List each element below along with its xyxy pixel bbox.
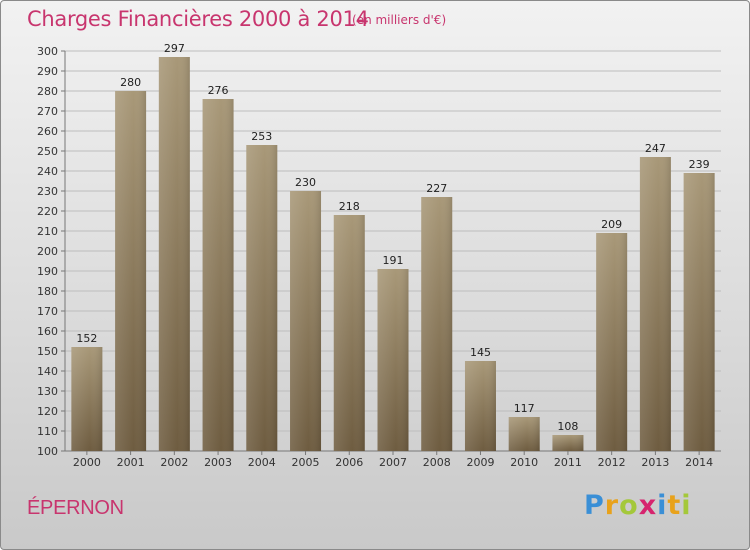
x-tick-label-2003: 2003 [204,456,232,469]
chart-unit-label: (en milliers d'€) [352,13,447,27]
data-label-2005: 230 [295,176,316,189]
x-tick-label-2014: 2014 [685,456,713,469]
y-tick-label: 140 [37,365,58,378]
bar-shade-2011 [552,435,584,451]
y-tick-label: 290 [37,65,58,78]
data-label-2007: 191 [383,254,404,267]
data-label-2003: 276 [208,84,229,97]
y-tick-label: 100 [37,445,58,458]
y-tick-label: 150 [37,345,58,358]
y-tick-label: 120 [37,405,58,418]
bar-shade-2009 [464,361,496,451]
x-tick-label-2006: 2006 [335,456,363,469]
data-labels: 152 280 297 276 253 230 218 191 227 145 117 108 209 2… [76,42,709,433]
bar-shade-2010 [508,417,540,451]
bar-shade-2003 [202,99,234,451]
y-tick-label: 220 [37,205,58,218]
y-tick-label: 190 [37,265,58,278]
bar-shade-2002 [158,57,190,451]
data-label-2010: 117 [514,402,535,415]
y-tick-labels: 100 110 120 130 140 150 160 170 180 190 200 210 220 2… [37,45,58,458]
data-label-2009: 145 [470,346,491,359]
data-label-2000: 152 [76,332,97,345]
bar-shade-2007 [377,269,409,451]
y-tick-label: 300 [37,45,58,58]
chart-title: Charges Financières 2000 à 2014 [27,7,369,31]
logo-letter: r [604,490,620,521]
x-tick-label-2011: 2011 [554,456,582,469]
x-tick-label-2004: 2004 [248,456,276,469]
bar-shade-2013 [639,157,671,451]
logo-letter: i [681,490,692,521]
data-label-2004: 253 [251,130,272,143]
data-label-2006: 218 [339,200,360,213]
data-label-2013: 247 [645,142,666,155]
y-tick-label: 170 [37,305,58,318]
x-tick-labels: 2000 2001 2002 2003 2004 2005 2006 2007 2008 2009… [73,456,713,469]
data-label-2012: 209 [601,218,622,231]
x-tick-label-2013: 2013 [641,456,669,469]
data-label-2008: 227 [426,182,447,195]
data-label-2002: 297 [164,42,185,55]
y-tick-label: 260 [37,125,58,138]
bars [71,57,715,451]
y-tick-label: 160 [37,325,58,338]
logo-letter: P [584,490,605,521]
proxiti-logo[interactable]: Proxiti [584,490,692,521]
x-tick-label-2001: 2001 [117,456,145,469]
logo-letter: t [667,490,682,521]
y-tick-label: 270 [37,105,58,118]
bar-shade-2008 [421,197,453,451]
bar-shade-2005 [290,191,322,451]
bar-shade-2000 [71,347,103,451]
x-tick-label-2005: 2005 [292,456,320,469]
bar-shade-2001 [115,91,147,451]
y-tick-label: 280 [37,85,58,98]
bar-shade-2012 [596,233,628,451]
bar-shade-2006 [333,215,365,451]
x-tick-label-2012: 2012 [598,456,626,469]
x-tick-label-2000: 2000 [73,456,101,469]
x-tick-label-2007: 2007 [379,456,407,469]
x-tick-label-2009: 2009 [466,456,494,469]
y-tick-label: 180 [37,285,58,298]
y-tick-label: 110 [37,425,58,438]
y-tick-label: 200 [37,245,58,258]
bar-shade-2004 [246,145,278,451]
bar-shade-2014 [683,173,715,451]
city-name: ÉPERNON [27,497,124,519]
x-tick-label-2008: 2008 [423,456,451,469]
x-tick-label-2010: 2010 [510,456,538,469]
y-tick-label: 130 [37,385,58,398]
logo-letter: o [619,490,639,521]
data-label-2001: 280 [120,76,141,89]
data-label-2011: 108 [557,420,578,433]
y-tick-label: 250 [37,145,58,158]
y-tick-label: 230 [37,185,58,198]
logo-letter: x [638,490,658,521]
logo-letter: i [657,490,668,521]
x-tick-label-2002: 2002 [160,456,188,469]
data-label-2014: 239 [689,158,710,171]
y-tick-label: 210 [37,225,58,238]
y-tick-label: 240 [37,165,58,178]
